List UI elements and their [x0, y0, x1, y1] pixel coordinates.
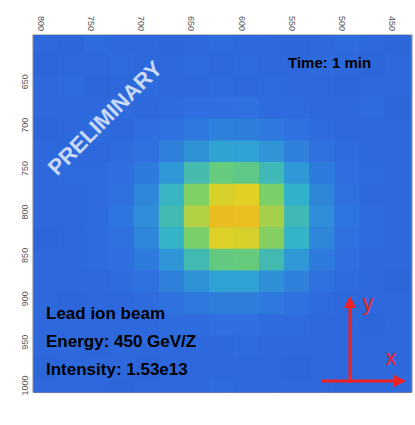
svg-text:500: 500 [337, 16, 347, 31]
svg-text:Time: 1 min: Time: 1 min [288, 54, 371, 71]
svg-text:800: 800 [20, 204, 30, 219]
svg-text:Lead ion beam: Lead ion beam [46, 304, 165, 323]
svg-text:750: 750 [20, 161, 30, 176]
svg-text:450: 450 [387, 16, 397, 31]
svg-text:y: y [363, 290, 374, 315]
svg-text:550: 550 [287, 16, 297, 31]
svg-text:1000: 1000 [20, 375, 30, 395]
svg-text:700: 700 [20, 118, 30, 133]
svg-text:Energy: 450 GeV/Z: Energy: 450 GeV/Z [46, 332, 196, 351]
svg-text:950: 950 [20, 335, 30, 350]
svg-text:650: 650 [20, 74, 30, 89]
svg-text:900: 900 [20, 291, 30, 306]
svg-text:Intensity: 1.53e13: Intensity: 1.53e13 [46, 360, 188, 379]
svg-text:800: 800 [36, 16, 46, 31]
svg-text:PRELIMINARY: PRELIMINARY [43, 56, 167, 180]
svg-text:600: 600 [237, 16, 247, 31]
svg-text:750: 750 [86, 16, 96, 31]
svg-text:850: 850 [20, 248, 30, 263]
svg-text:650: 650 [186, 16, 196, 31]
svg-text:700: 700 [136, 16, 146, 31]
svg-text:x: x [386, 345, 397, 370]
